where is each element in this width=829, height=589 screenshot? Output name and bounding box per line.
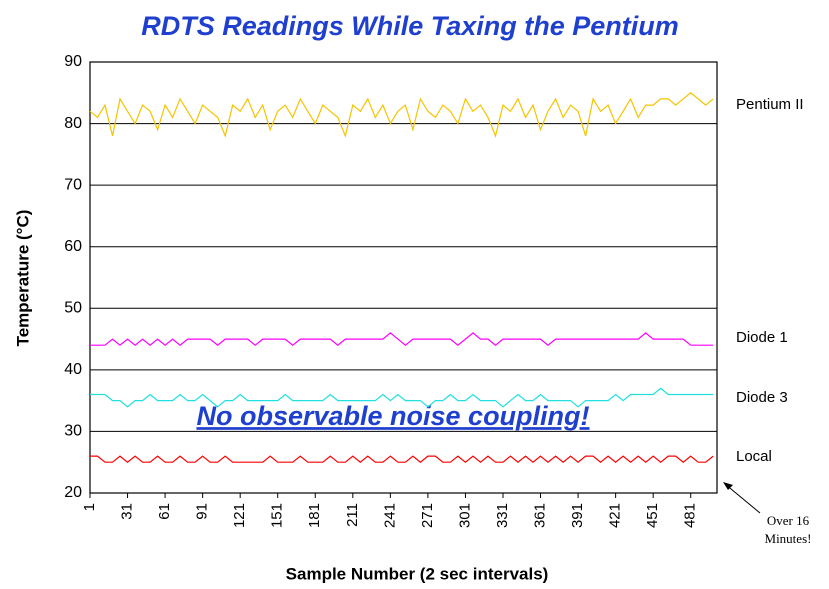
y-tick-label: 70 <box>64 176 82 193</box>
x-tick-label: 181 <box>306 503 323 528</box>
series-label: Diode 1 <box>736 329 788 346</box>
chart-title: RDTS Readings While Taxing the Pentium <box>141 11 679 41</box>
x-tick-label: 241 <box>381 503 398 528</box>
series-line <box>89 92 714 138</box>
x-tick-label: 271 <box>419 503 436 528</box>
y-axis-label: Temperature (°C) <box>13 210 32 347</box>
y-tick-label: 20 <box>64 484 82 501</box>
annotation: Over 16 <box>767 513 810 528</box>
y-tick-label: 60 <box>64 238 82 255</box>
series-label: Pentium II <box>736 96 804 113</box>
x-tick-label: 481 <box>682 503 699 528</box>
series-line <box>90 455 714 463</box>
plot-border <box>89 61 718 494</box>
series-label: Local <box>736 448 772 465</box>
x-tick-label: 31 <box>119 503 136 520</box>
y-tick-label: 40 <box>64 361 82 378</box>
y-tick-label: 80 <box>64 115 82 132</box>
series-line <box>90 332 714 346</box>
x-tick-label: 61 <box>156 503 173 520</box>
arrow-head <box>723 482 733 490</box>
x-tick-label: 91 <box>194 503 211 520</box>
x-tick-label: 211 <box>344 503 361 527</box>
x-tick-label: 151 <box>269 503 286 528</box>
series-label: Diode 3 <box>736 389 788 406</box>
y-tick-label: 90 <box>64 53 82 70</box>
y-tick-label: 50 <box>64 300 82 317</box>
x-axis-label: Sample Number (2 sec intervals) <box>286 564 549 583</box>
annotation: Minutes! <box>765 531 812 546</box>
annotation: No observable noise coupling! <box>196 401 589 431</box>
x-tick-label: 331 <box>494 503 511 528</box>
x-tick-label: 391 <box>569 503 586 528</box>
x-tick-label: 121 <box>231 503 248 528</box>
annotation-arrow <box>724 483 761 514</box>
x-tick-label: 451 <box>644 503 661 528</box>
series-line <box>90 387 714 408</box>
y-tick-label: 30 <box>64 423 82 440</box>
x-tick-label: 1 <box>81 503 98 511</box>
x-tick-label: 361 <box>532 503 549 528</box>
x-tick-label: 301 <box>456 503 473 528</box>
x-tick-label: 421 <box>607 503 624 528</box>
